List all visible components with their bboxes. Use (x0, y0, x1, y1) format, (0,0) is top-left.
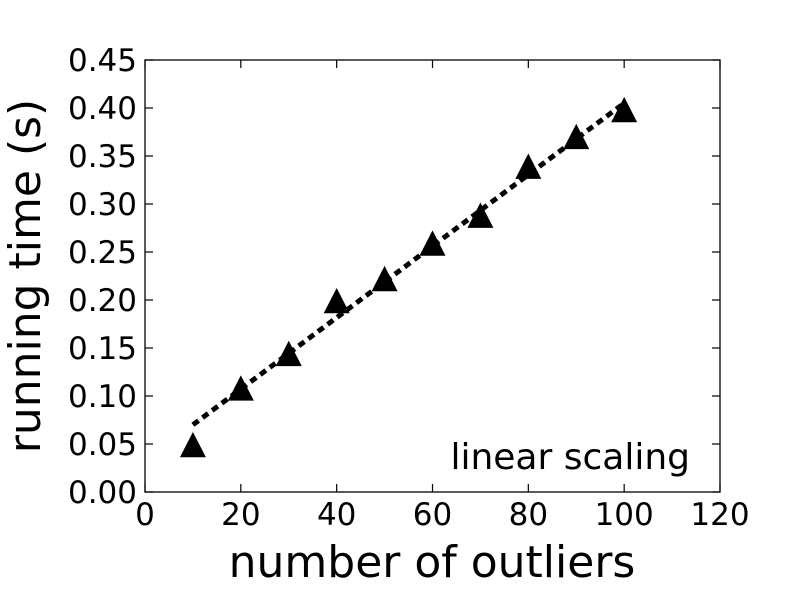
data-point-marker (563, 123, 590, 150)
data-point-marker (467, 202, 494, 228)
data-point-marker (179, 431, 206, 458)
plot-area (144, 59, 721, 493)
y-tick-label: 0.30 (68, 187, 137, 223)
x-axis-ticks: 0 20 40 60 80 100 120 (135, 60, 750, 533)
x-axis-title: number of outliers (229, 537, 636, 588)
data-point-marker (371, 265, 398, 292)
x-tick-label: 40 (317, 497, 356, 533)
data-point-marker (227, 375, 254, 401)
x-tick-label: 100 (595, 497, 654, 533)
data-point-marker (515, 153, 542, 179)
data-point-marker (419, 230, 446, 256)
data-point-marker (275, 340, 302, 367)
x-tick-label: 0 (135, 497, 155, 533)
marker-layer (179, 96, 638, 458)
data-point-marker (611, 96, 638, 123)
y-tick-label: 0.45 (68, 43, 137, 79)
annotation-label: linear scaling (450, 437, 690, 478)
data-point-marker (323, 287, 350, 314)
fit-line (191, 101, 626, 427)
plot-frame (144, 59, 721, 493)
x-tick-label: 20 (221, 497, 260, 533)
y-tick-label: 0.15 (68, 331, 137, 367)
y-axis-ticks: 0.00 0.05 0.10 0.15 0.20 0.25 0.30 0.35 0.40 0.45 (68, 43, 720, 511)
y-tick-label: 0.40 (68, 91, 137, 127)
y-tick-label: 0.25 (68, 235, 137, 271)
x-tick-label: 120 (690, 497, 749, 533)
y-tick-label: 0.00 (68, 475, 137, 511)
y-tick-label: 0.20 (68, 283, 137, 319)
y-tick-label: 0.05 (68, 427, 137, 463)
y-axis-title: running time (s) (0, 99, 51, 453)
x-tick-label: 80 (509, 497, 548, 533)
y-tick-label: 0.10 (68, 379, 137, 415)
fit-line-layer (191, 101, 626, 427)
y-tick-label: 0.35 (68, 139, 137, 175)
x-tick-label: 60 (413, 497, 452, 533)
